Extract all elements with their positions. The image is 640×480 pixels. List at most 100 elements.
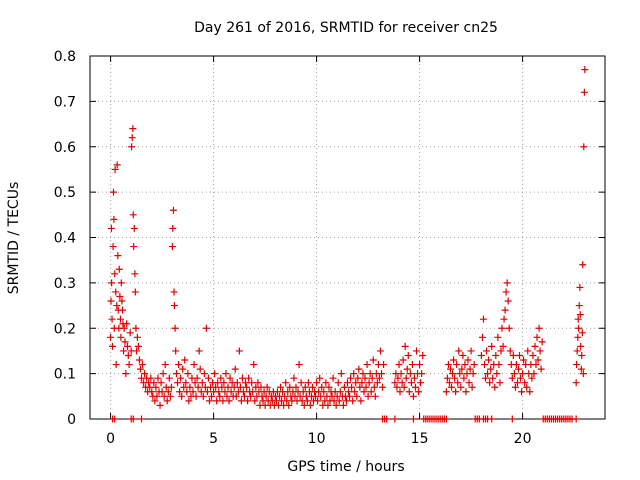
data-point <box>132 324 140 332</box>
data-point <box>243 383 251 391</box>
data-point <box>230 383 238 391</box>
data-point <box>398 379 406 387</box>
data-point <box>176 388 184 396</box>
data-point <box>247 392 255 400</box>
data-point <box>462 388 470 396</box>
data-point <box>150 379 158 387</box>
data-point <box>455 347 463 355</box>
data-point <box>403 365 411 373</box>
data-point <box>368 374 376 382</box>
data-point <box>183 388 191 396</box>
data-point <box>400 383 408 391</box>
data-point <box>454 379 462 387</box>
data-point <box>394 374 402 382</box>
data-point <box>136 365 144 373</box>
data-point <box>110 215 118 223</box>
data-point <box>395 361 403 369</box>
data-point <box>370 383 378 391</box>
data-point <box>342 397 350 405</box>
data-point <box>485 356 493 364</box>
chart-title: Day 261 of 2016, SRMTID for receiver cn2… <box>194 20 498 36</box>
data-point <box>495 361 503 369</box>
data-point <box>530 370 538 378</box>
y-tick-label: 0.1 <box>54 367 76 383</box>
data-point <box>448 383 456 391</box>
data-point <box>306 401 314 409</box>
data-point <box>457 383 465 391</box>
data-point <box>313 379 321 387</box>
data-point <box>235 347 243 355</box>
data-point <box>215 388 223 396</box>
data-point <box>131 270 139 278</box>
data-point <box>535 324 543 332</box>
data-point <box>578 329 586 337</box>
data-point <box>486 379 494 387</box>
data-point <box>519 370 527 378</box>
data-point <box>211 370 219 378</box>
data-point <box>532 361 540 369</box>
zero-data-point <box>111 415 119 423</box>
data-point <box>355 365 363 373</box>
data-point <box>157 379 165 387</box>
data-point <box>466 365 474 373</box>
data-point <box>477 351 485 359</box>
data-point <box>375 374 383 382</box>
data-point <box>181 356 189 364</box>
data-point <box>179 365 187 373</box>
data-point <box>513 379 521 387</box>
y-tick-label: 0.8 <box>54 49 76 65</box>
data-point <box>470 361 478 369</box>
data-point <box>416 361 424 369</box>
data-point <box>575 324 583 332</box>
data-point <box>365 379 373 387</box>
data-point <box>199 392 207 400</box>
x-tick-label: 15 <box>411 431 429 447</box>
data-point <box>263 383 271 391</box>
data-point <box>379 383 387 391</box>
data-point <box>133 347 141 355</box>
data-point <box>512 361 520 369</box>
data-point <box>107 224 115 232</box>
data-point <box>192 392 200 400</box>
data-point <box>153 392 161 400</box>
data-point <box>213 397 221 405</box>
data-point <box>113 161 121 169</box>
data-point <box>577 365 585 373</box>
data-point <box>236 383 244 391</box>
data-point <box>411 383 419 391</box>
data-point <box>147 374 155 382</box>
data-point <box>407 379 415 387</box>
data-point <box>107 297 115 305</box>
data-point <box>219 397 227 405</box>
data-point <box>418 370 426 378</box>
data-point <box>463 370 471 378</box>
data-point <box>404 351 412 359</box>
data-point <box>117 333 125 341</box>
data-point <box>572 379 580 387</box>
data-point <box>447 365 454 373</box>
data-point <box>128 143 136 151</box>
data-point <box>108 315 116 323</box>
data-point <box>120 347 128 355</box>
data-point <box>354 374 362 382</box>
data-point <box>361 374 369 382</box>
data-point <box>501 306 509 314</box>
data-point <box>402 374 410 382</box>
data-point <box>358 379 366 387</box>
data-point <box>362 383 370 391</box>
data-point <box>351 388 359 396</box>
data-point <box>405 388 413 396</box>
data-point <box>335 397 343 405</box>
zero-data-point <box>508 415 516 423</box>
data-point <box>369 356 377 364</box>
data-point <box>443 374 451 382</box>
data-point <box>376 347 384 355</box>
data-point <box>218 383 226 391</box>
data-point <box>479 315 487 323</box>
data-point <box>212 383 220 391</box>
data-point <box>320 388 328 396</box>
data-point <box>107 333 115 341</box>
data-point <box>504 297 512 305</box>
data-point <box>196 365 204 373</box>
